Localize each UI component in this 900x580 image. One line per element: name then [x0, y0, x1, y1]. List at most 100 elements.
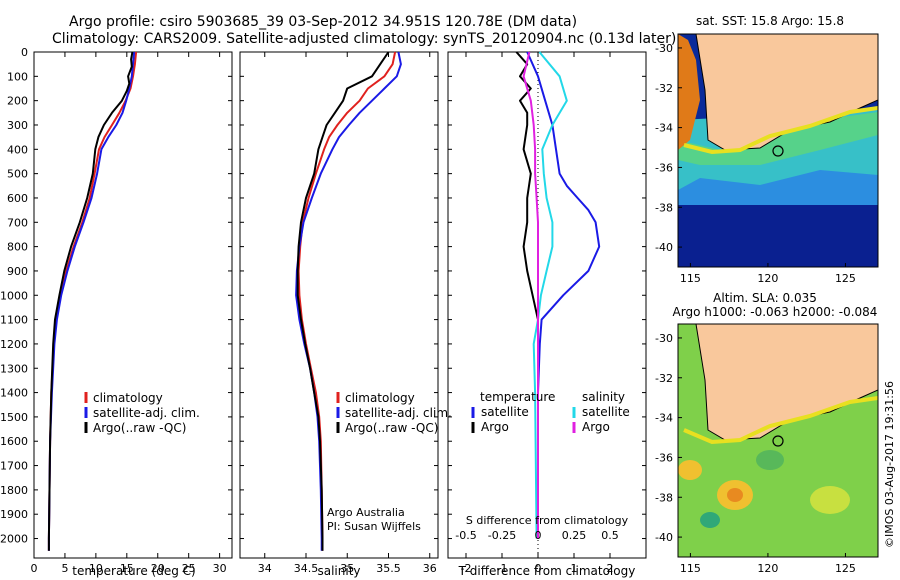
depth-axis: 0 100 200 300 400 500 600 700 800 900 1000 1100 1200… — [0, 46, 646, 546]
sst-map — [677, 33, 879, 268]
depth-tick-label: 200 — [7, 95, 28, 108]
legend-label-argo: Argo(..raw -QC) — [93, 421, 186, 435]
imos-timestamp: ©IMOS 03-Aug-2017 19:31:56 — [883, 381, 896, 548]
series-line-climatology — [47, 51, 138, 551]
x-tick-label: -2 — [461, 562, 472, 575]
depth-tick-label: 1700 — [0, 460, 28, 473]
depth-tick-label: 900 — [7, 265, 28, 278]
sla-map-subtitle: Argo h1000: -0.063 h2000: -0.084 — [673, 305, 878, 319]
depth-tick-label: 1400 — [0, 387, 28, 400]
legend-label-sal-argo: Argo — [582, 420, 610, 434]
x2-tick-label: -0.5 — [455, 529, 476, 542]
lat-tick-label: -38 — [655, 201, 673, 214]
x-tick-label: 1 — [571, 562, 578, 575]
salinity-xlabel: salinity — [317, 564, 360, 578]
sst-lon-axis: 115 120 125 — [680, 263, 856, 285]
sst-coastal-band — [683, 106, 878, 155]
x2-tick-label: 0.5 — [601, 529, 619, 542]
legend-label-climatology: climatology — [345, 391, 415, 405]
sst-map-title: sat. SST: 15.8 Argo: 15.8 — [696, 14, 844, 28]
temperature-x-axis: 0 5 10 15 20 25 30 — [31, 52, 227, 575]
depth-tick-label: 400 — [7, 143, 28, 156]
lat-tick-label: -30 — [655, 332, 673, 345]
series-line-argo-raw-qc- — [296, 51, 390, 551]
sla-lat-axis: -30 -32 -34 -36 -38 -40 — [655, 332, 682, 544]
figure-title-line2: Climatology: CARS2009. Satellite-adjuste… — [52, 31, 676, 47]
legend-title-temperature: temperature — [480, 390, 555, 404]
x-tick-label: 0 — [31, 562, 38, 575]
temperature-xlabel: temperature (deg C) — [72, 564, 195, 578]
lon-tick-label: 115 — [680, 562, 701, 575]
series-line-temperature-argo — [515, 51, 539, 539]
difference-legend: temperature satellite Argo salinity sate… — [471, 390, 630, 434]
legend-label-temp-satellite: satellite — [481, 405, 529, 419]
figure-title-line1: Argo profile: csiro 5903685_39 03-Sep-20… — [69, 14, 577, 30]
x-tick-label: 15 — [120, 562, 134, 575]
annotation-pi: PI: Susan Wijffels — [327, 520, 421, 533]
x-tick-label: 34.5 — [294, 562, 319, 575]
series-line-satellite-adj-clim- — [295, 51, 402, 551]
depth-tick-label: 600 — [7, 192, 28, 205]
series-line-temperature-satellite — [526, 51, 601, 539]
salinity-plot-frame — [239, 51, 439, 559]
depth-tick-label: 1200 — [0, 338, 28, 351]
sla-low-anomaly — [700, 512, 720, 528]
x-tick-label: 0 — [535, 562, 542, 575]
legend-label-satellite: satellite-adj. clim. — [93, 406, 200, 420]
x-tick-label: 25 — [182, 562, 196, 575]
temperature-plot-frame — [33, 51, 233, 559]
temperature-series — [47, 51, 138, 551]
depth-tick-label: 100 — [7, 70, 28, 83]
lat-tick-label: -40 — [655, 531, 673, 544]
depth-tick-label: 1800 — [0, 484, 28, 497]
x-tick-label: 5 — [61, 562, 68, 575]
depth-tick-label: 1900 — [0, 508, 28, 521]
salinity-series — [295, 51, 402, 551]
sla-map — [677, 323, 879, 558]
x-tick-label: 20 — [151, 562, 165, 575]
lat-tick-label: -36 — [655, 451, 673, 464]
depth-tick-label: 800 — [7, 241, 28, 254]
sla-lon-axis: 115 120 125 — [680, 553, 856, 575]
x2-tick-label: 0 — [535, 529, 542, 542]
depth-tick-label: 500 — [7, 168, 28, 181]
x-tick-label: 35 — [340, 562, 354, 575]
depth-tick-label: 0 — [21, 46, 28, 59]
lon-tick-label: 120 — [757, 272, 778, 285]
lat-tick-label: -34 — [655, 122, 673, 135]
lat-tick-label: -38 — [655, 491, 673, 504]
difference-plot-frame — [447, 51, 647, 559]
lon-tick-label: 120 — [757, 562, 778, 575]
depth-tick-label: 1500 — [0, 411, 28, 424]
sst-warm-west-coast — [678, 34, 700, 150]
difference-series — [515, 51, 601, 539]
depth-tick-label: 1300 — [0, 362, 28, 375]
depth-tick-label: 700 — [7, 216, 28, 229]
legend-label-satellite: satellite-adj. clim. — [345, 406, 452, 420]
sla-map-title: Altim. SLA: 0.035 — [713, 291, 817, 305]
legend-label-climatology: climatology — [93, 391, 163, 405]
legend-label-argo: Argo(..raw -QC) — [345, 421, 438, 435]
salinity-legend: climatology satellite-adj. clim. Argo(..… — [336, 391, 452, 435]
x-tick-label: -1 — [497, 562, 508, 575]
lon-tick-label: 125 — [835, 272, 856, 285]
lat-tick-label: -34 — [655, 412, 673, 425]
sst-southern-water — [678, 205, 878, 267]
difference-top-axis-labels: -0.5 -0.25 0 0.25 0.5 — [455, 529, 618, 542]
legend-title-salinity: salinity — [582, 390, 625, 404]
x2-tick-label: -0.25 — [488, 529, 516, 542]
depth-tick-label: 300 — [7, 119, 28, 132]
temperature-legend: climatology satellite-adj. clim. Argo(..… — [84, 391, 200, 435]
x-tick-label: 10 — [89, 562, 103, 575]
lat-tick-label: -32 — [655, 372, 673, 385]
depth-tick-label: 2000 — [0, 533, 28, 546]
difference-xlabel: T difference from climatology — [458, 564, 636, 578]
x-tick-label: 34 — [258, 562, 272, 575]
legend-label-temp-argo: Argo — [481, 420, 509, 434]
sst-argo-location-marker — [772, 145, 784, 157]
series-line-satellite-adj-clim- — [47, 51, 136, 551]
x2-tick-label: 0.25 — [562, 529, 587, 542]
salinity-x-axis: 34 34.5 35 35.5 36 — [258, 52, 437, 575]
x-tick-label: 36 — [423, 562, 437, 575]
